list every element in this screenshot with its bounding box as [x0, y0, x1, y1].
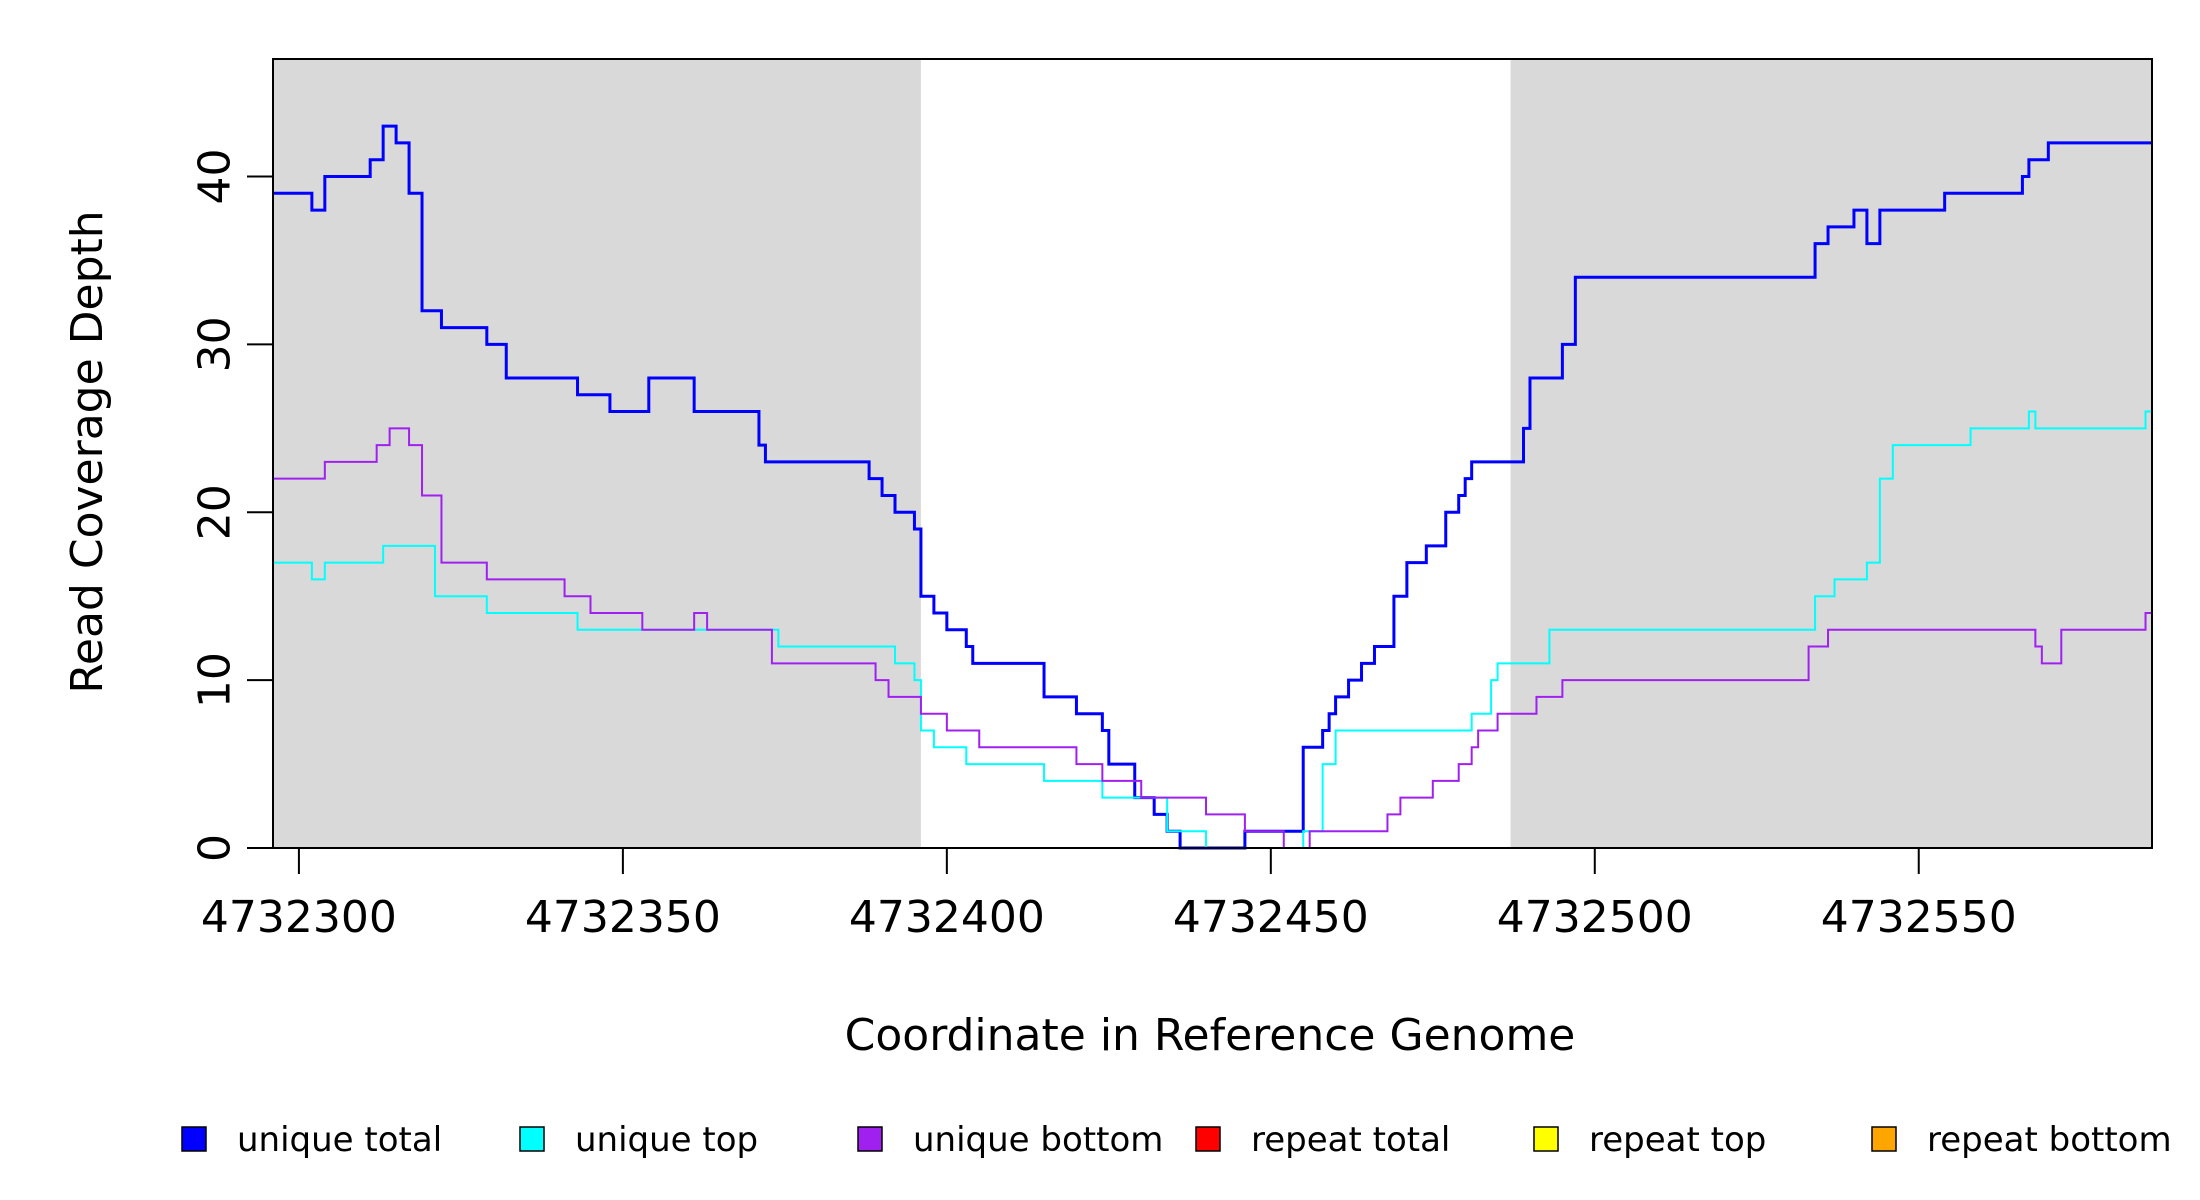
x-tick-label: 4732550 — [1821, 892, 2017, 943]
y-axis: 0 10 20 30 40 — [190, 149, 274, 862]
x-tick-label: 4732500 — [1497, 892, 1693, 943]
legend-swatch-repeat-bottom — [1871, 1126, 1897, 1152]
y-tick-label: 40 — [190, 149, 241, 205]
legend-swatch-repeat-top — [1533, 1126, 1559, 1152]
legend-swatch-unique-total — [181, 1126, 207, 1152]
shaded-region-0 — [273, 59, 921, 848]
series-line-unique-bottom — [273, 427, 2153, 849]
y-tick-label: 10 — [190, 652, 241, 708]
y-tick-label: 30 — [190, 316, 241, 372]
legend-swatch-unique-bottom — [857, 1126, 883, 1152]
legend-label-unique-total: unique total — [237, 1120, 442, 1160]
y-tick-label: 20 — [190, 484, 241, 540]
x-tick-label: 4732350 — [525, 892, 721, 943]
x-axis: 4732300 4732350 4732400 4732450 4732500 47325… — [201, 847, 2017, 943]
x-tick-label: 4732400 — [849, 892, 1045, 943]
legend-swatch-unique-top — [519, 1126, 545, 1152]
x-tick-label: 4732450 — [1173, 892, 1369, 943]
legend-label-repeat-top: repeat top — [1589, 1120, 1766, 1160]
legend: unique total unique top unique bottom repea… — [181, 1120, 2172, 1160]
legend-label-unique-bottom: unique bottom — [913, 1120, 1163, 1160]
legend-label-repeat-bottom: repeat bottom — [1927, 1120, 2172, 1160]
x-tick-label: 4732300 — [201, 892, 397, 943]
shaded-regions — [273, 59, 2152, 848]
legend-swatch-repeat-total — [1195, 1126, 1221, 1152]
shaded-region-1 — [1510, 59, 2152, 848]
y-axis-title: Read Coverage Depth — [62, 210, 113, 693]
legend-label-repeat-total: repeat total — [1251, 1120, 1450, 1160]
x-axis-title: Coordinate in Reference Genome — [845, 1010, 1576, 1061]
y-tick-label: 0 — [190, 834, 241, 862]
legend-label-unique-top: unique top — [575, 1120, 758, 1160]
